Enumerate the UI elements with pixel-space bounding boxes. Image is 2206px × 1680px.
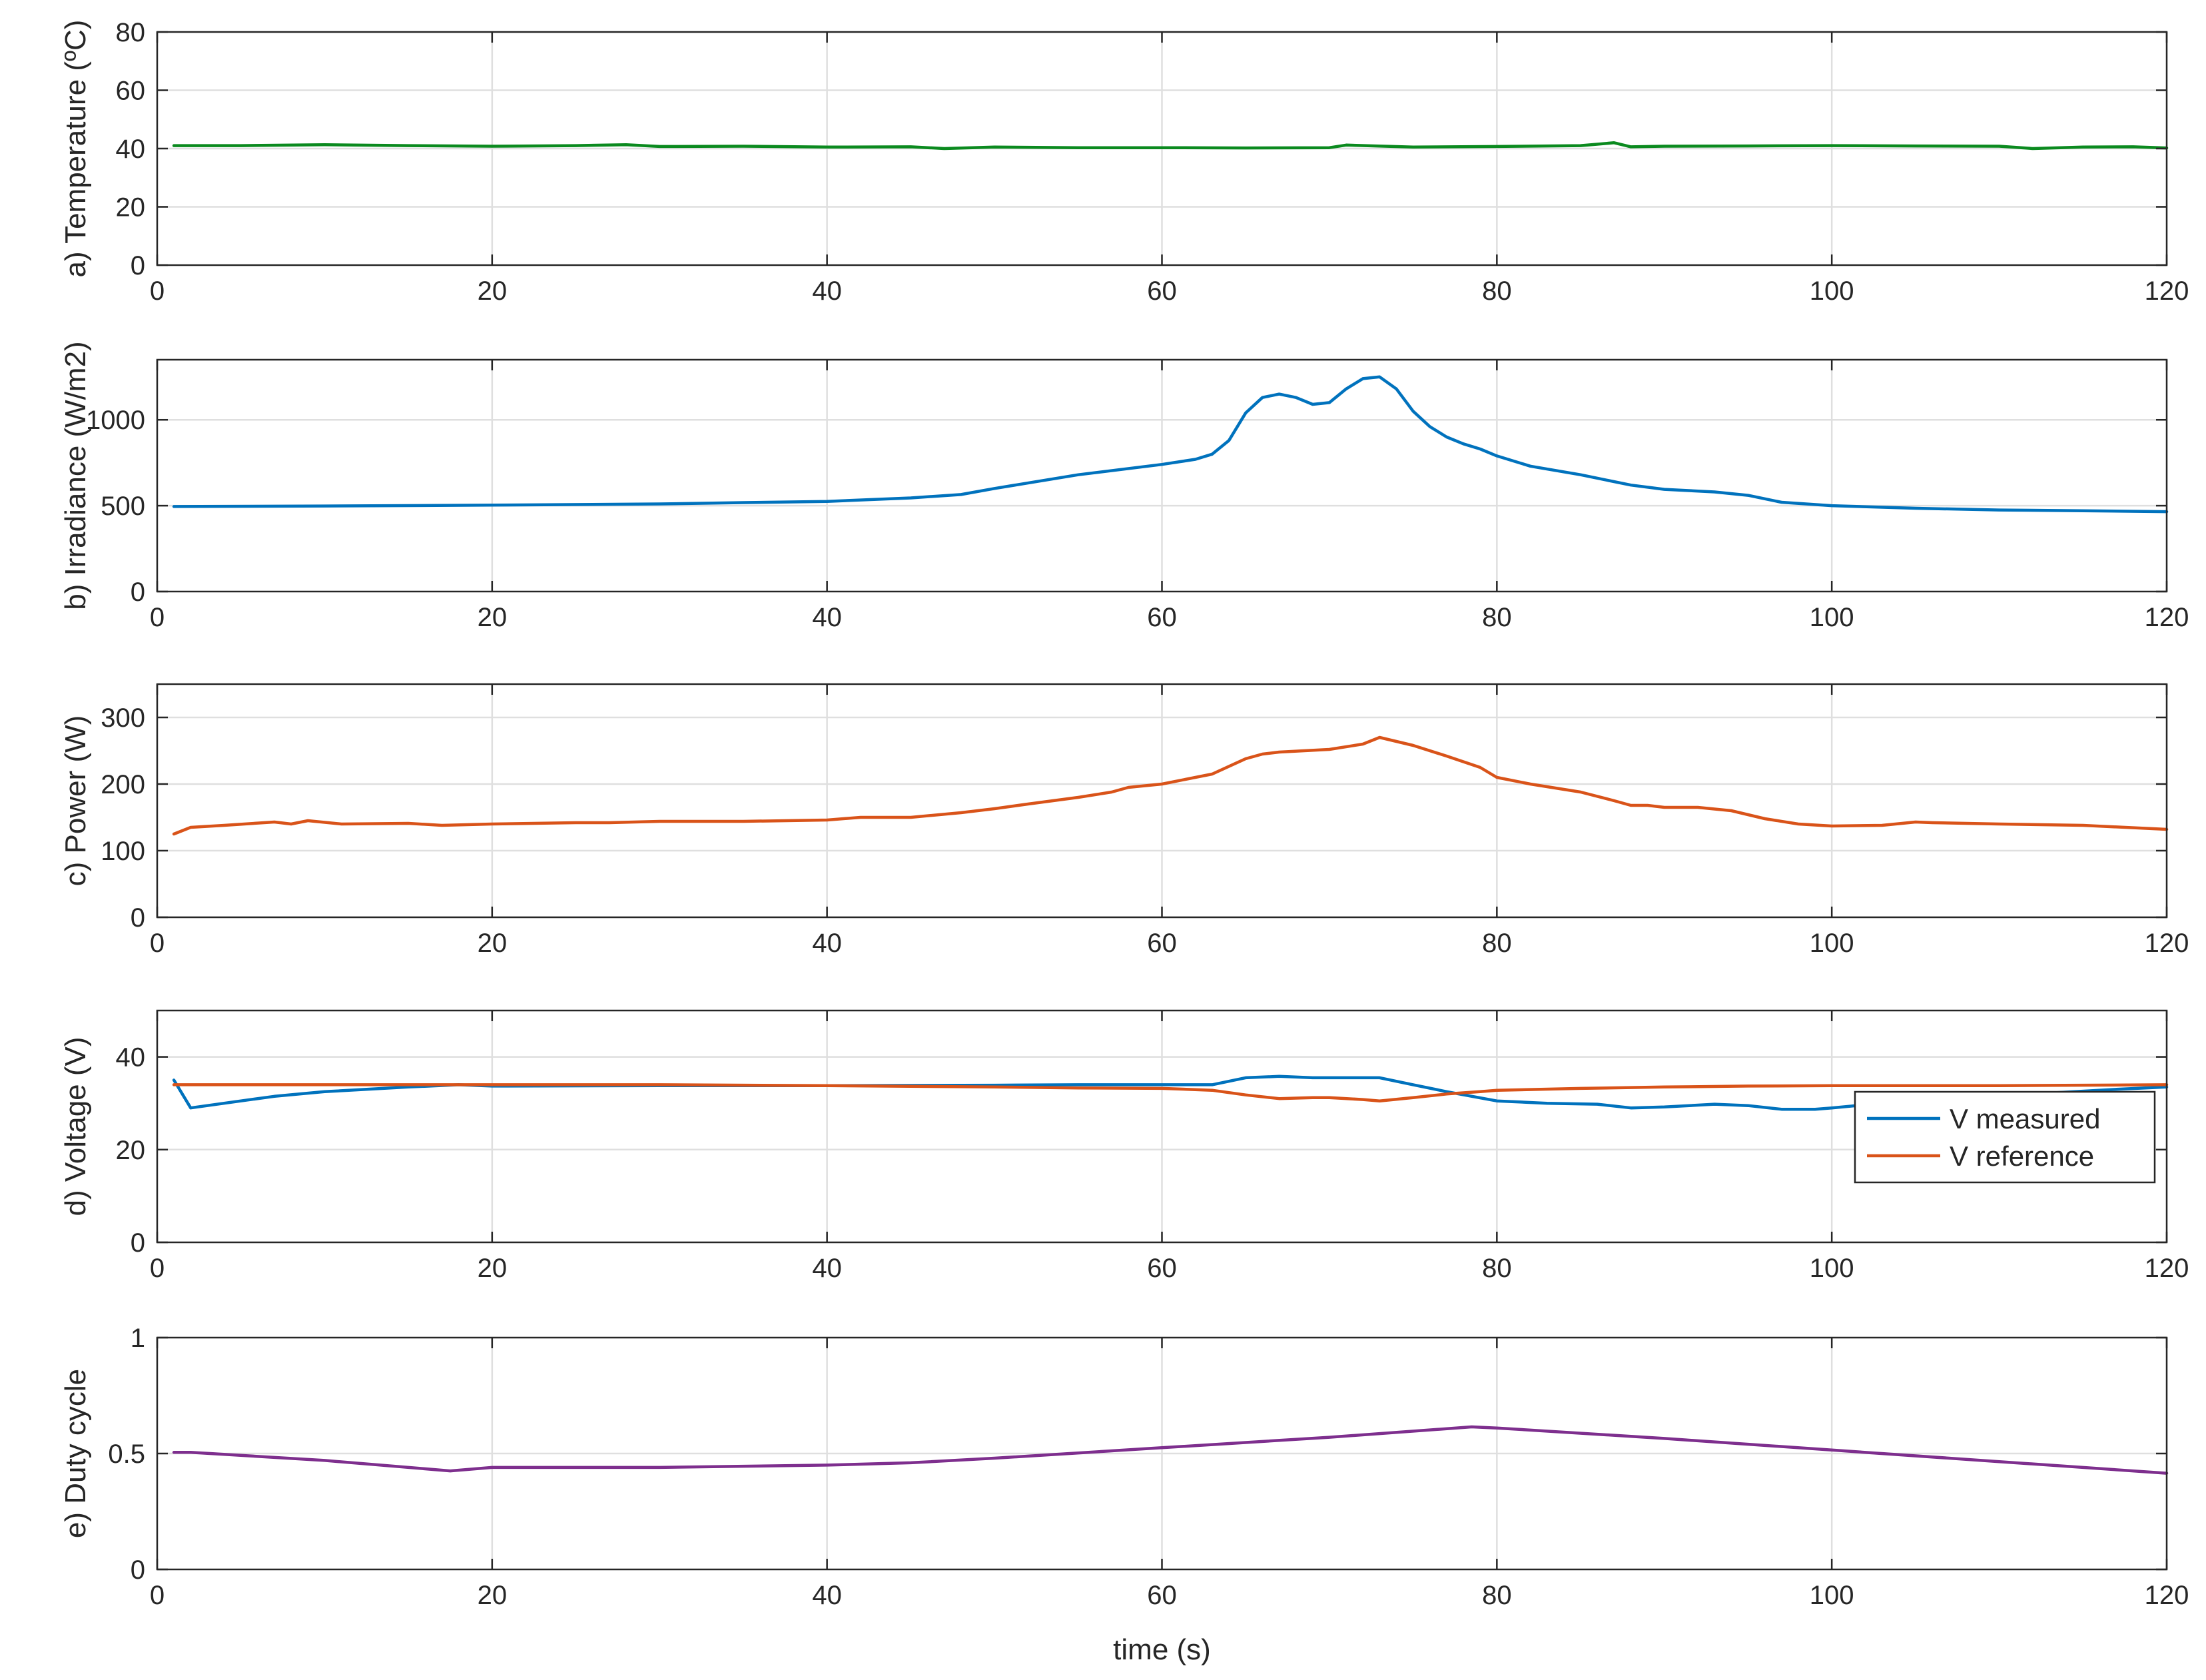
y-axis-label: e) Duty cycle [59, 1369, 92, 1538]
y-tick-label: 200 [101, 770, 145, 799]
legend: V measured V reference [1854, 1090, 2156, 1184]
x-tick-label: 100 [1810, 603, 1854, 632]
y-tick-label: 20 [116, 1136, 146, 1165]
y-tick-label: 300 [101, 703, 145, 733]
legend-box [1854, 1090, 2156, 1184]
x-tick-label: 80 [1482, 276, 1512, 306]
x-tick-label: 40 [812, 1581, 842, 1610]
panel-4: 0 20 40 60 80 100 120 0 20 40 d) Voltage (V) V meas… [59, 1009, 2189, 1283]
x-tick-label: 120 [2145, 929, 2189, 958]
panel-5: 0 20 40 60 80 100 120 0 0.5 1 e) Duty cycle time (s… [59, 1324, 2189, 1666]
x-tick-label: 60 [1147, 276, 1177, 306]
y-tick-label: 500 [101, 492, 145, 521]
y-tick-label: 0.5 [108, 1440, 145, 1469]
legend-label: V measured [1950, 1103, 2100, 1134]
x-tick-label: 0 [150, 603, 165, 632]
y-axis-label: a) Temperature (ºC) [59, 20, 92, 278]
y-tick-label: 0 [131, 903, 145, 933]
x-tick-label: 100 [1810, 929, 1854, 958]
y-tick-label: 80 [116, 18, 146, 47]
x-tick-label: 0 [150, 929, 165, 958]
series-line-5-1 [172, 1425, 2169, 1475]
y-tick-label: 40 [116, 1043, 146, 1072]
series-line-2-1 [172, 375, 2169, 514]
x-tick-label: 20 [478, 276, 508, 306]
x-tick-label: 80 [1482, 603, 1512, 632]
x-tick-label: 0 [150, 1581, 165, 1610]
x-tick-label: 0 [150, 1254, 165, 1283]
x-tick-label: 40 [812, 603, 842, 632]
x-tick-label: 40 [812, 929, 842, 958]
x-tick-label: 100 [1810, 276, 1854, 306]
y-tick-label: 1 [131, 1324, 145, 1353]
x-tick-label: 0 [150, 276, 165, 306]
panel-1: 0 20 40 60 80 100 120 0 20 40 60 80 a) Temperature (… [59, 18, 2189, 306]
x-tick-label: 100 [1810, 1581, 1854, 1610]
panel-3: 0 20 40 60 80 100 120 0 100 200 300 c) Power (W) [59, 683, 2189, 958]
y-tick-label: 1000 [86, 406, 145, 435]
x-tick-label: 80 [1482, 929, 1512, 958]
y-tick-label: 0 [131, 251, 145, 280]
y-axis-label: b) Irradiance (W/m2) [59, 341, 92, 610]
x-tick-label: 60 [1147, 1581, 1177, 1610]
y-tick-label: 20 [116, 193, 146, 222]
y-tick-label: 0 [131, 578, 145, 607]
y-tick-label: 60 [116, 77, 146, 106]
legend-label: V reference [1950, 1140, 2094, 1172]
x-tick-label: 20 [478, 603, 508, 632]
y-tick-label: 0 [131, 1228, 145, 1258]
series-line-4-2 [172, 1083, 2169, 1102]
y-axis-label: c) Power (W) [59, 715, 92, 887]
x-axis-label: time (s) [1113, 1633, 1211, 1666]
x-tick-label: 20 [478, 929, 508, 958]
series-line-1-1 [172, 141, 2169, 151]
x-tick-label: 120 [2145, 276, 2189, 306]
x-tick-label: 80 [1482, 1581, 1512, 1610]
y-tick-label: 40 [116, 135, 146, 164]
x-tick-label: 60 [1147, 1254, 1177, 1283]
x-tick-label: 120 [2145, 603, 2189, 632]
y-axis-label: d) Voltage (V) [59, 1037, 92, 1216]
x-tick-label: 60 [1147, 929, 1177, 958]
x-tick-label: 40 [812, 276, 842, 306]
series-line-3-1 [172, 735, 2169, 836]
x-tick-label: 100 [1810, 1254, 1854, 1283]
x-tick-label: 80 [1482, 1254, 1512, 1283]
x-tick-label: 40 [812, 1254, 842, 1283]
x-tick-label: 20 [478, 1581, 508, 1610]
x-tick-label: 120 [2145, 1254, 2189, 1283]
x-tick-label: 120 [2145, 1581, 2189, 1610]
y-tick-label: 100 [101, 837, 145, 866]
x-tick-label: 60 [1147, 603, 1177, 632]
y-tick-label: 0 [131, 1555, 145, 1585]
x-tick-label: 20 [478, 1254, 508, 1283]
